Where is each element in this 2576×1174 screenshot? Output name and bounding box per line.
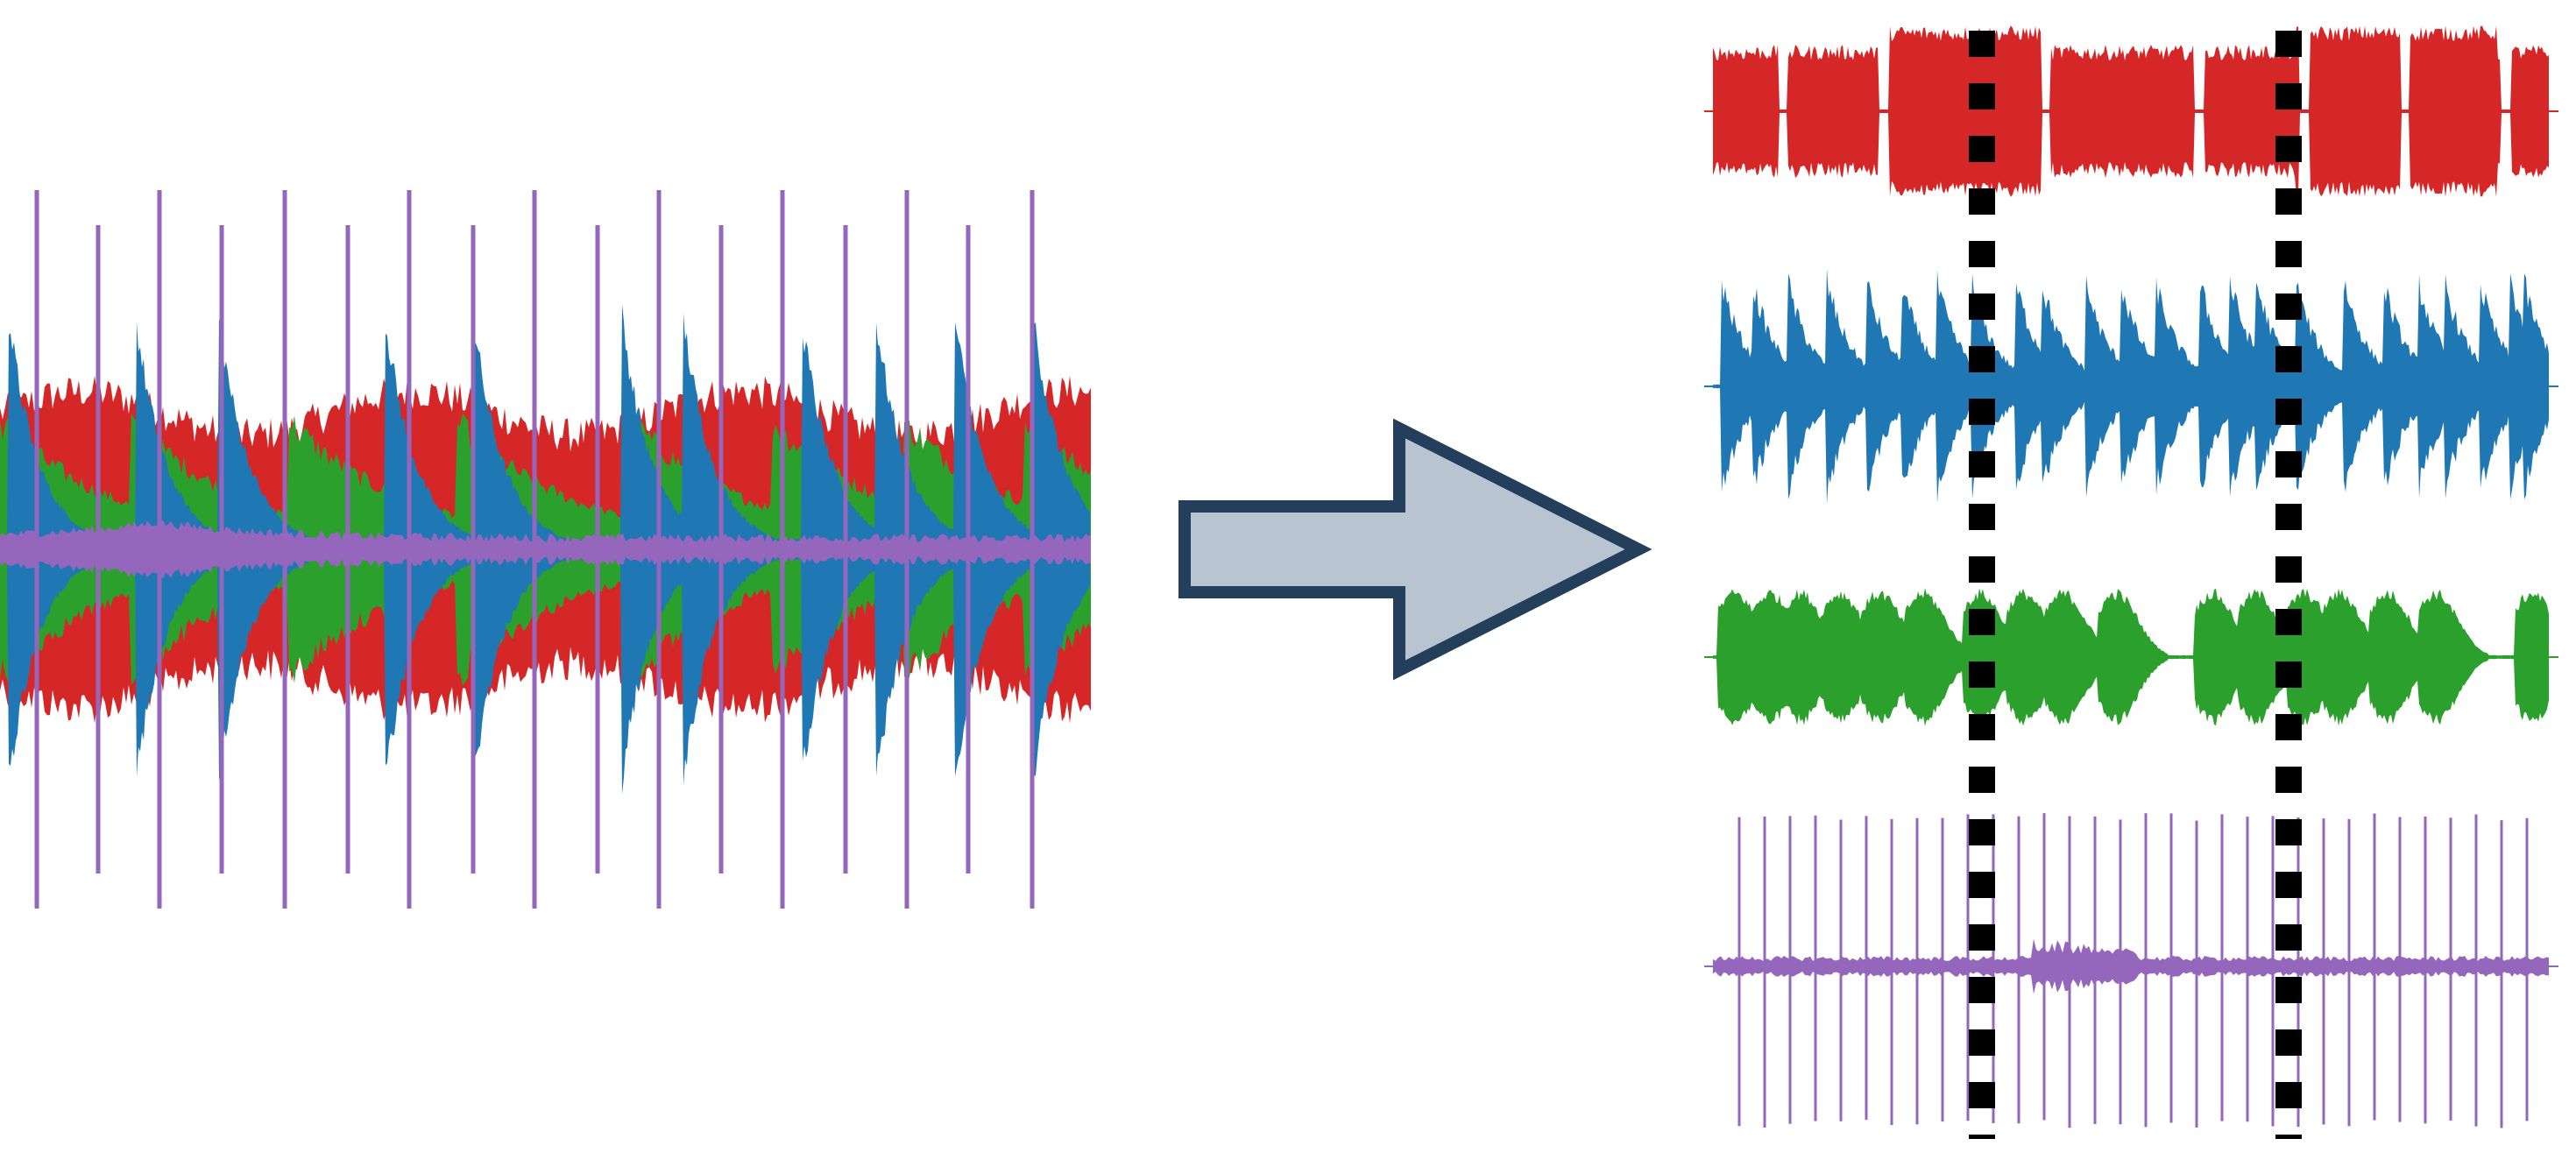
- separated-waveform-red: [1704, 25, 2558, 197]
- process-arrow: [1178, 418, 1652, 681]
- separated-waveform-green: [1704, 588, 2558, 726]
- right-arrow-icon: [1178, 418, 1652, 681]
- separated-waveform-purple: [1704, 813, 2558, 1128]
- mixture-purple-core: [0, 520, 1091, 579]
- separated-waveforms: [1704, 25, 2558, 1128]
- separated-waveform-blue: [1704, 268, 2558, 505]
- mixed-waveform: [0, 190, 1091, 909]
